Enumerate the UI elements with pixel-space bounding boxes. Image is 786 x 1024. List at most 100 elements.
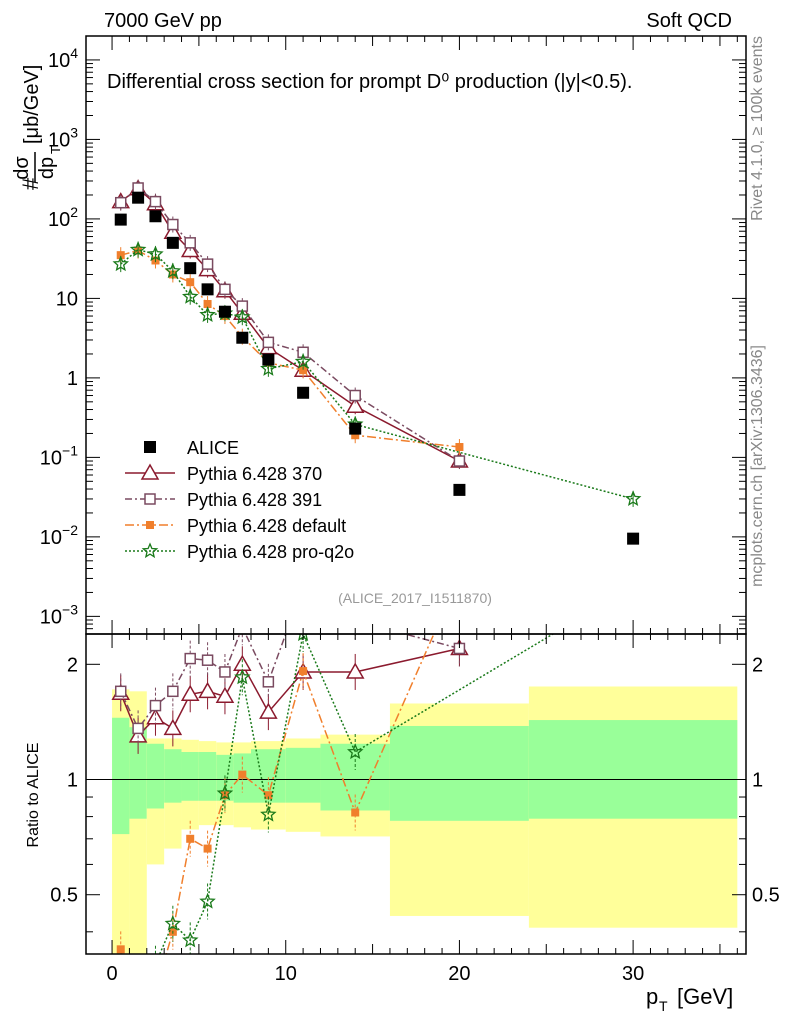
series-point xyxy=(112,255,130,272)
band-inner xyxy=(389,725,529,821)
ratio-point xyxy=(351,808,360,817)
side-mcplots: mcplots.cern.ch [arXiv:1306.3436] xyxy=(749,345,766,587)
data-point xyxy=(218,305,231,318)
ratio-point xyxy=(167,685,179,698)
main-ylabel: # dσ dp T [μb/GeV] xyxy=(11,65,63,190)
ratio-point xyxy=(347,743,364,760)
ratio-point xyxy=(151,987,159,995)
y-tick-label-ratio-right: 2 xyxy=(752,654,763,676)
ratio-point xyxy=(216,784,234,801)
ratio-point xyxy=(203,844,212,853)
series-point xyxy=(345,396,365,413)
series-line-3 xyxy=(120,249,460,448)
series-point xyxy=(349,389,361,402)
series-point xyxy=(184,237,196,249)
x-tick-label: 20 xyxy=(448,963,470,985)
svg-text:[GeV]: [GeV] xyxy=(677,984,733,1009)
chart-title: Differential cross section for prompt D⁰… xyxy=(107,71,632,93)
x-tick-label: 0 xyxy=(106,963,117,985)
data-point xyxy=(201,283,214,296)
legend-marker xyxy=(144,441,156,453)
ratio-point xyxy=(233,654,252,672)
legend-marker xyxy=(146,521,154,529)
series-point xyxy=(453,455,466,467)
series-point xyxy=(164,262,182,279)
y-tick-label-ratio-right: 0.5 xyxy=(752,885,780,907)
y-tick-label-main: 10−1 xyxy=(40,442,78,469)
band-inner xyxy=(112,717,130,835)
y-tick-label-ratio-right: 1 xyxy=(752,770,763,792)
data-point xyxy=(149,210,162,223)
band-inner xyxy=(528,720,738,819)
band-inner xyxy=(129,727,147,819)
ratio-point xyxy=(219,666,231,678)
y-tick-label-main: 103 xyxy=(48,124,78,151)
legend-label: Pythia 6.428 391 xyxy=(187,490,322,510)
y-tick-label-ratio: 2 xyxy=(67,654,78,676)
ratio-ylabel: Ratio to ALICE xyxy=(25,743,42,848)
header-left: 7000 GeV pp xyxy=(104,10,222,32)
ratio-point xyxy=(262,676,275,688)
series-point xyxy=(219,283,231,296)
series-point xyxy=(351,431,360,440)
series-point xyxy=(132,182,144,194)
data-point xyxy=(132,191,145,204)
x-tick-label: 30 xyxy=(622,963,644,985)
data-point xyxy=(453,483,466,496)
series-point xyxy=(234,308,251,325)
ratio-point xyxy=(182,931,199,948)
legend-marker xyxy=(141,542,159,559)
data-point xyxy=(236,331,249,344)
ratio-point xyxy=(132,722,144,735)
ratio-point xyxy=(345,662,365,679)
y-tick-label-main: 10−3 xyxy=(40,601,78,628)
band-inner xyxy=(181,752,199,801)
x-axis-label: p T [GeV] xyxy=(646,984,733,1014)
series-point xyxy=(114,196,127,209)
band-inner xyxy=(146,743,165,809)
legend-marker xyxy=(144,493,156,505)
ratio-point xyxy=(184,652,196,665)
ratio-line-3 xyxy=(119,634,435,954)
ratio-point xyxy=(299,667,308,676)
band-inner xyxy=(285,747,321,803)
ratio-point xyxy=(220,791,229,800)
series-point xyxy=(149,195,162,208)
ratio-point xyxy=(163,718,183,736)
series-point xyxy=(455,443,464,452)
ratio-point xyxy=(259,702,278,719)
y-tick-label-ratio: 1 xyxy=(67,770,78,792)
analysis-id: (ALICE_2017_I1511870) xyxy=(338,590,492,606)
legend-marker xyxy=(140,463,160,480)
header-right: Soft QCD xyxy=(646,10,732,32)
ratio-point xyxy=(116,945,125,954)
svg-text:T: T xyxy=(659,998,668,1014)
data-point xyxy=(297,386,310,399)
series-point xyxy=(199,306,216,322)
ratio-point xyxy=(298,581,308,591)
series-point xyxy=(299,366,308,375)
ratio-point xyxy=(238,770,247,779)
side-rivet: Rivet 4.1.0, ≥ 100k events xyxy=(749,36,766,221)
y-tick-label-main: 10 xyxy=(56,288,78,310)
ratio-point xyxy=(164,915,182,931)
ratio-frame xyxy=(85,633,747,955)
series-point xyxy=(167,218,179,231)
y-tick-label-main: 1 xyxy=(67,368,78,390)
series-line-4 xyxy=(120,248,634,500)
svg-text:dσ: dσ xyxy=(11,156,33,180)
ratio-point xyxy=(149,957,162,970)
series-point xyxy=(201,258,214,270)
ratio-uncertainty-bands xyxy=(86,686,746,954)
ratio-point xyxy=(237,622,247,632)
ratio-point xyxy=(350,616,360,626)
series-point xyxy=(182,287,199,304)
ratio-point xyxy=(114,984,127,997)
ratio-point xyxy=(201,654,214,666)
series-point xyxy=(624,490,642,506)
band-inner xyxy=(164,749,182,803)
series-point xyxy=(186,278,195,287)
series-point xyxy=(260,360,277,376)
svg-text:T: T xyxy=(48,146,63,154)
